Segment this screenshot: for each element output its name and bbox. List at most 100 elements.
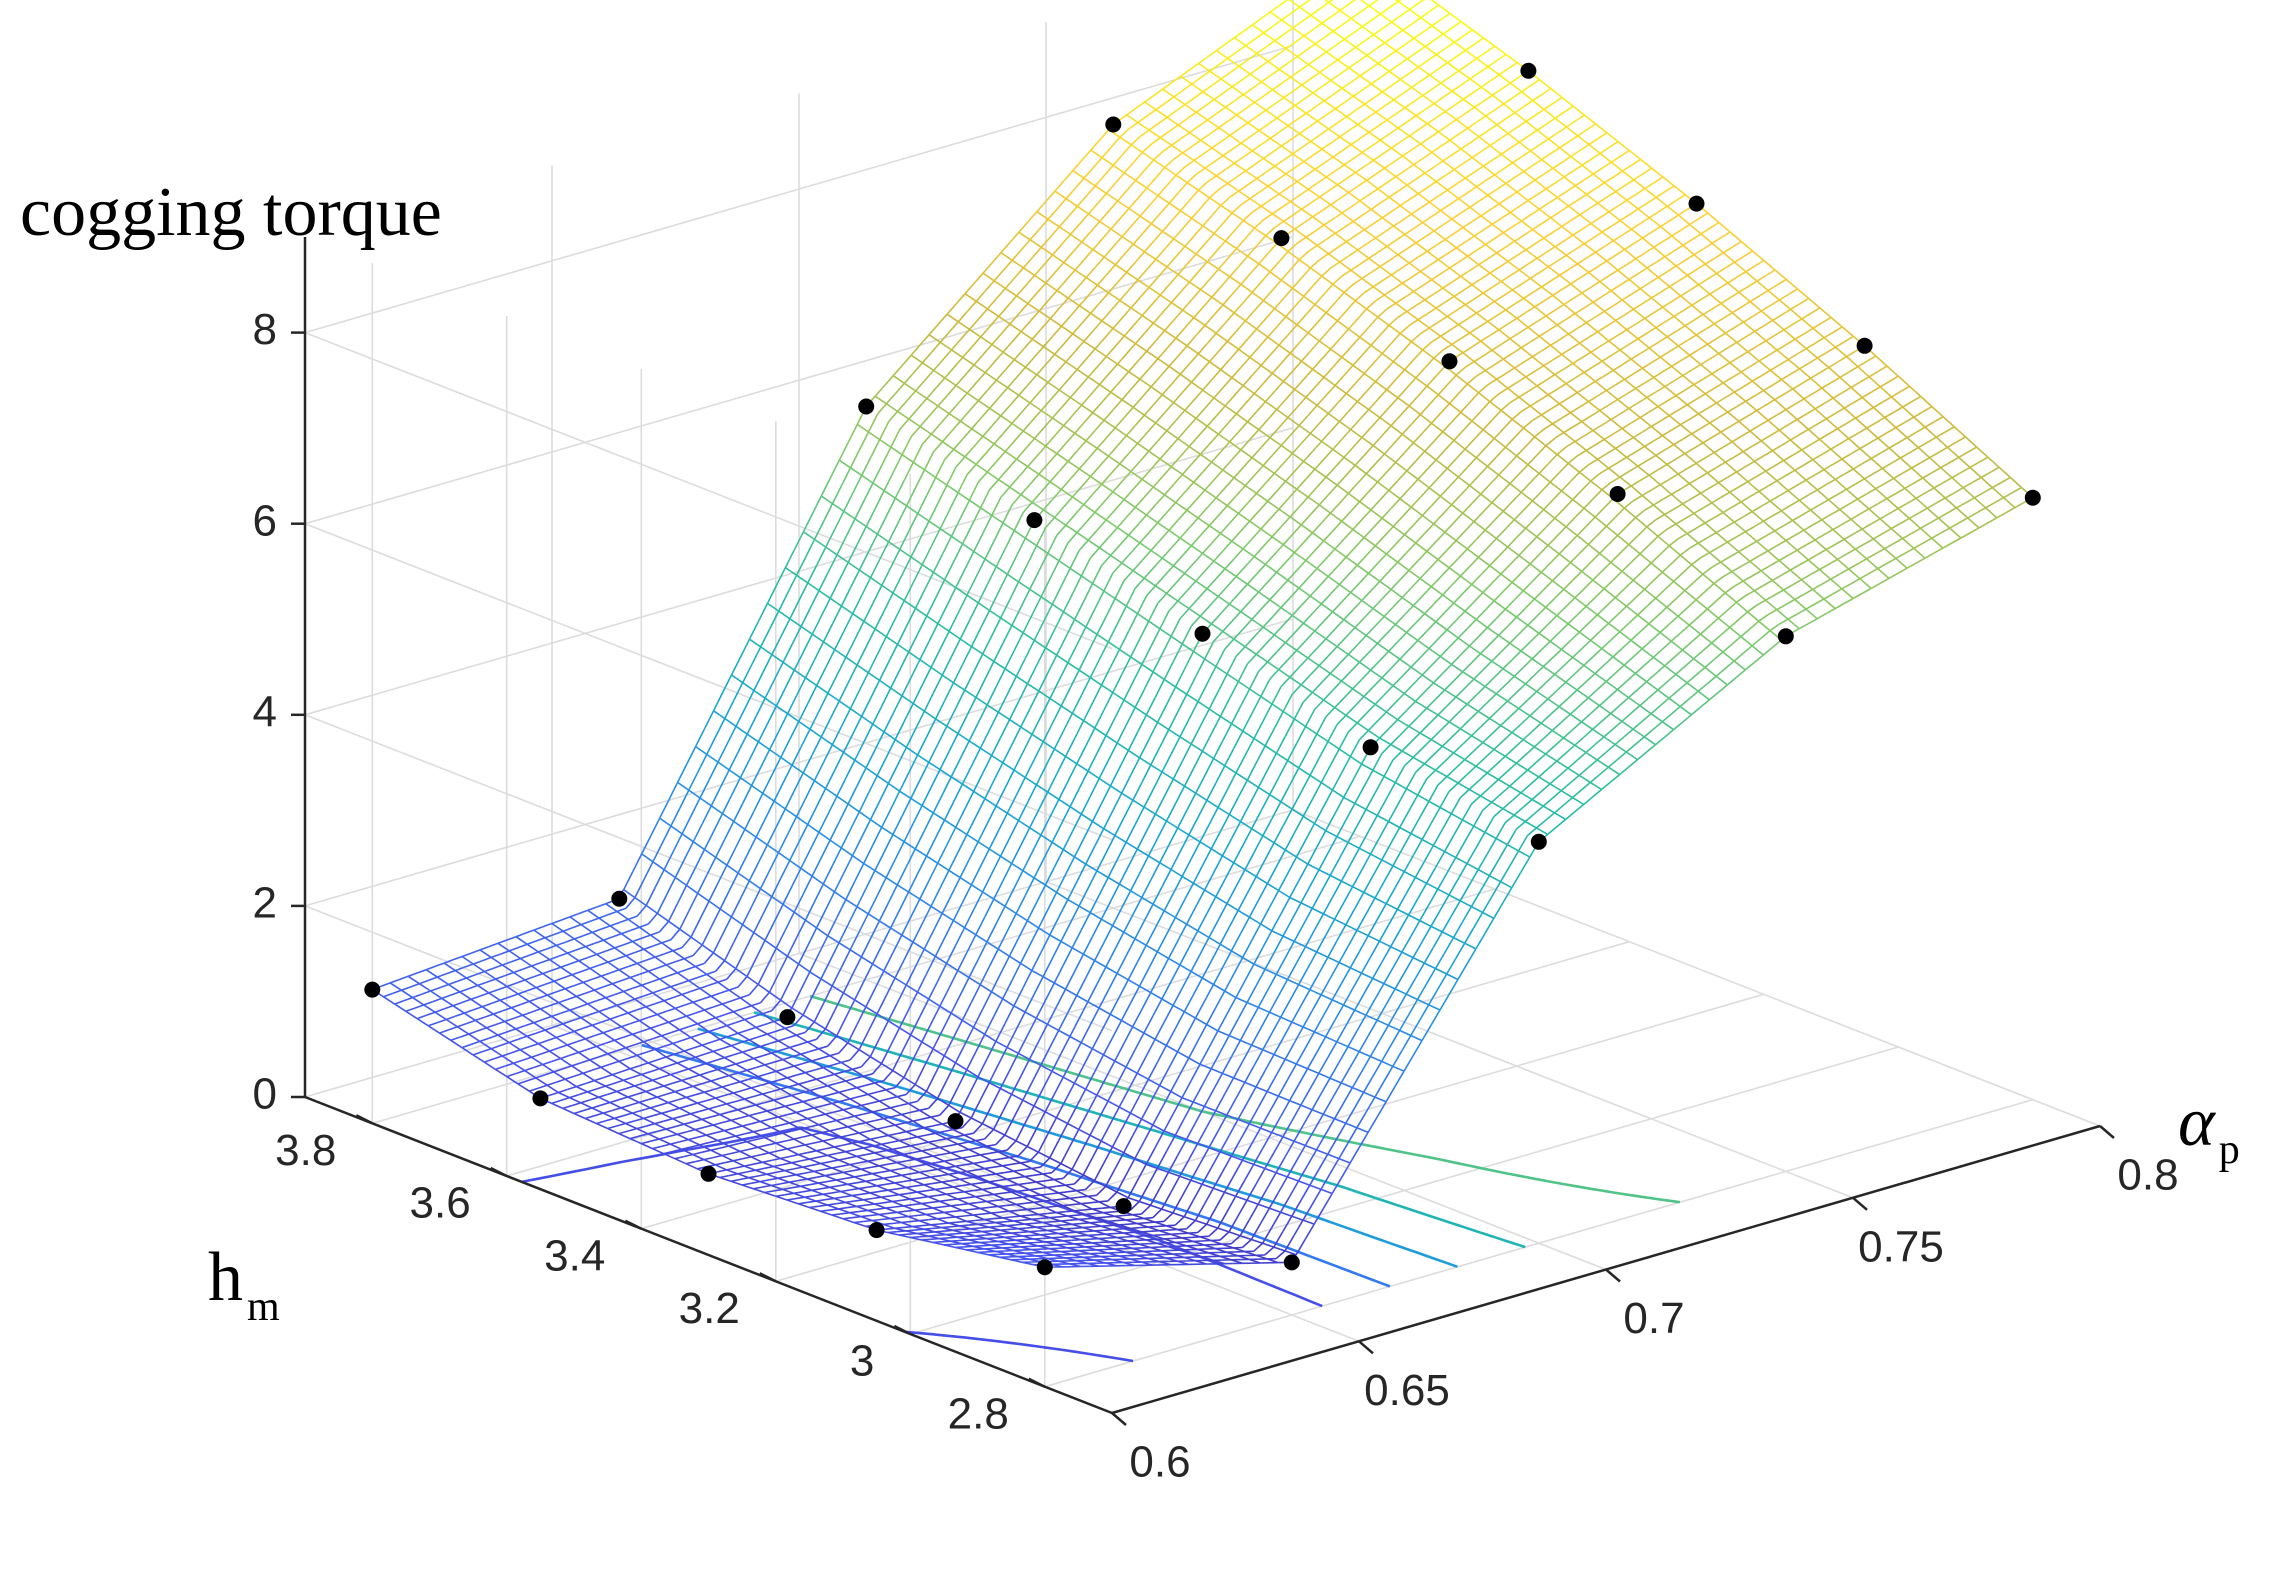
mesh-segment xyxy=(1249,429,1260,441)
mesh-segment xyxy=(981,991,993,1010)
mesh-segment xyxy=(1365,463,1376,475)
mesh-segment xyxy=(827,1082,837,1087)
mesh-segment xyxy=(1246,876,1257,894)
mesh-segment xyxy=(1484,520,1495,531)
mesh-segment xyxy=(1089,465,1101,478)
mesh-segment xyxy=(1484,917,1495,935)
mesh-segment xyxy=(939,1173,949,1177)
mesh-segment xyxy=(1603,728,1614,738)
mesh-segment xyxy=(910,1171,920,1175)
mesh-segment xyxy=(1314,620,1325,632)
mesh-segment xyxy=(1311,994,1322,1012)
mesh-segment xyxy=(771,1049,781,1054)
mesh-segment xyxy=(1695,591,1706,601)
mesh-segment xyxy=(1298,250,1309,261)
mesh-segment xyxy=(1219,1231,1230,1241)
mesh-segment xyxy=(1489,555,1500,567)
mesh-segment xyxy=(881,1141,891,1146)
mesh-segment xyxy=(1877,432,1888,439)
mesh-segment xyxy=(1098,877,1109,896)
mesh-segment xyxy=(1426,541,1437,552)
mesh-segment xyxy=(1810,372,1821,379)
mesh-segment xyxy=(1389,1029,1401,1047)
mesh-segment xyxy=(1603,656,1614,666)
mesh-segment xyxy=(1877,497,1888,505)
mesh-segment xyxy=(1354,993,1365,1011)
mesh-segment xyxy=(1275,1250,1286,1260)
mesh-segment xyxy=(719,1111,730,1116)
mesh-segment xyxy=(1264,952,1275,970)
mesh-segment xyxy=(1673,572,1684,582)
mesh-segment xyxy=(1684,319,1695,327)
mesh-segment xyxy=(907,873,919,893)
mesh-segment xyxy=(1407,999,1419,1016)
mesh-segment xyxy=(1548,132,1558,140)
mesh-segment xyxy=(1058,899,1069,918)
mesh-segment xyxy=(1556,254,1567,262)
mesh-segment xyxy=(1385,1086,1396,1103)
mesh-segment xyxy=(1581,480,1592,491)
mesh-segment xyxy=(1255,401,1267,413)
mesh-segment xyxy=(775,1027,786,1032)
mesh-segment xyxy=(1190,726,1201,745)
mesh-segment xyxy=(1426,180,1437,189)
mesh-segment xyxy=(1206,578,1217,590)
mesh-segment xyxy=(1601,639,1612,650)
mesh-segment xyxy=(1482,349,1493,357)
mesh-segment xyxy=(1489,266,1500,274)
mesh-segment xyxy=(1541,152,1552,161)
mesh-segment xyxy=(1082,1048,1094,1067)
mesh-segment xyxy=(1399,810,1410,828)
mesh-segment xyxy=(789,1120,799,1124)
mesh-segment xyxy=(1430,412,1442,424)
mesh-segment xyxy=(1559,205,1570,213)
mesh-segment xyxy=(1574,664,1585,675)
mesh-segment xyxy=(1046,773,1058,793)
mesh-segment xyxy=(726,1135,736,1140)
mesh-segment xyxy=(1626,387,1637,395)
mesh-segment xyxy=(880,927,892,947)
mesh-segment xyxy=(1060,568,1071,587)
mesh-segment xyxy=(1855,478,1865,485)
mesh-segment xyxy=(1653,306,1664,314)
mesh-segment xyxy=(1765,399,1776,406)
mesh-segment xyxy=(1763,384,1774,392)
mesh-segment xyxy=(1897,502,1908,510)
mesh-segment xyxy=(1370,499,1381,511)
mesh-segment xyxy=(1623,579,1634,590)
mesh-segment xyxy=(605,1082,615,1087)
mesh-segment xyxy=(1518,545,1529,556)
mesh-segment xyxy=(1354,617,1365,629)
mesh-segment xyxy=(1830,376,1841,384)
mesh-segment xyxy=(1462,503,1473,514)
mesh-segment xyxy=(1300,514,1311,526)
mesh-segment xyxy=(1239,916,1251,935)
mesh-segment xyxy=(1206,666,1217,685)
mesh-segment xyxy=(1084,960,1096,979)
mesh-segment xyxy=(1482,733,1493,744)
mesh-segment xyxy=(1572,357,1583,365)
mesh-segment xyxy=(1693,442,1704,449)
mesh-segment xyxy=(981,873,993,893)
mesh-segment xyxy=(1644,440,1655,448)
mesh-segment xyxy=(818,1154,828,1158)
mesh-segment xyxy=(1595,182,1605,190)
mesh-segment xyxy=(1605,516,1616,527)
mesh-segment xyxy=(1114,699,1125,719)
mesh-segment xyxy=(1217,505,1228,517)
mesh-segment xyxy=(1583,301,1594,309)
mesh-segment xyxy=(910,1109,920,1114)
mesh-segment xyxy=(1273,935,1284,954)
mesh-segment xyxy=(1536,379,1547,387)
mesh-segment xyxy=(1408,716,1419,727)
mesh-segment xyxy=(1291,684,1302,695)
mesh-segment xyxy=(1369,837,1381,855)
mesh-segment xyxy=(1075,1088,1087,1107)
mesh-segment xyxy=(1553,804,1565,814)
mesh-segment xyxy=(1512,156,1522,164)
mesh-segment xyxy=(683,1153,693,1158)
mesh-segment xyxy=(1013,1099,1024,1118)
mesh-segment xyxy=(1381,667,1392,679)
mesh-segment xyxy=(977,1058,988,1078)
mesh-segment xyxy=(1331,983,1342,1001)
